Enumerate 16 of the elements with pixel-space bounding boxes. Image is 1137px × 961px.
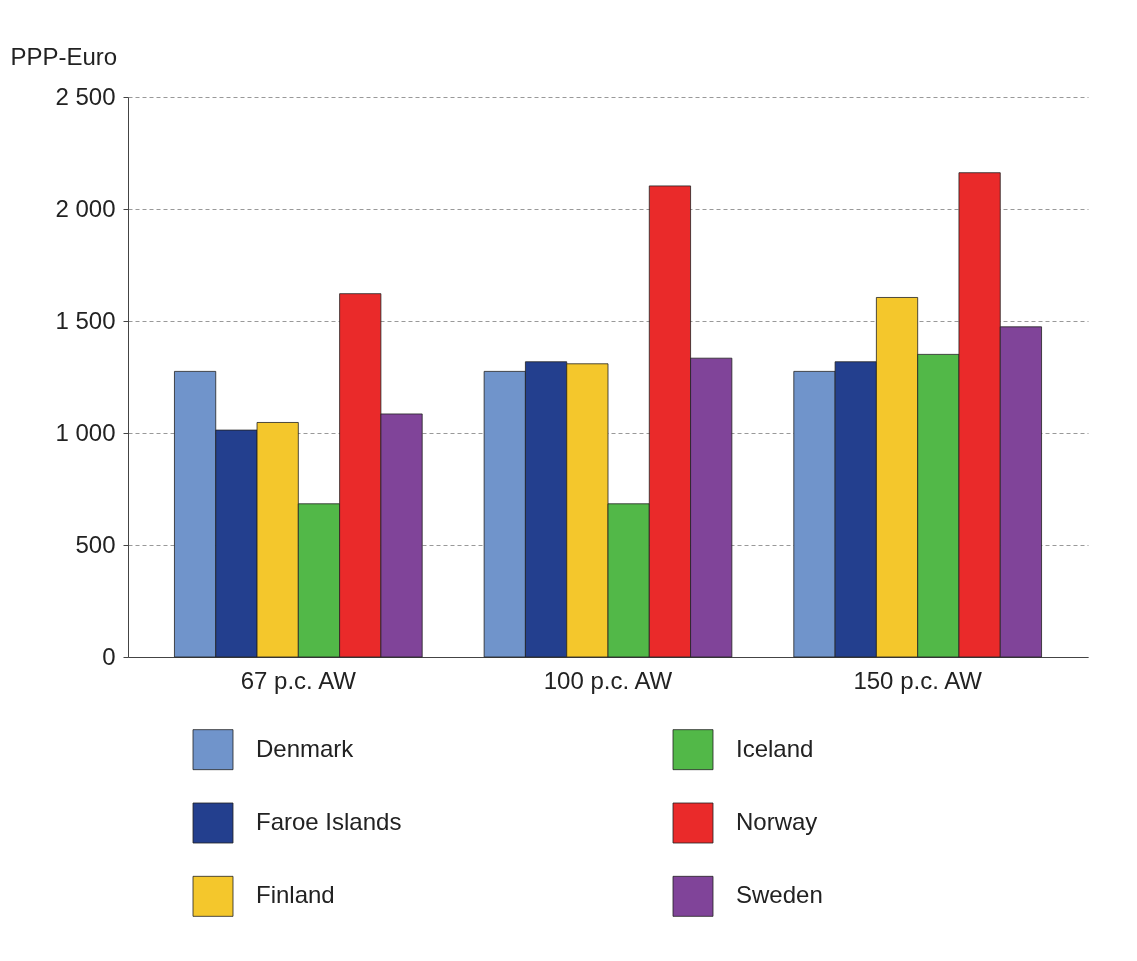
x-tick-label: 100 p.c. AW [543, 666, 673, 694]
y-tick-label: 1 500 [55, 306, 116, 334]
legend-label: Finland [256, 881, 335, 909]
y-tick-label: 0 [102, 642, 116, 670]
legend-label: Iceland [736, 734, 814, 762]
y-tick-label: 2 000 [55, 194, 116, 222]
x-tick-label: 67 p.c. AW [240, 666, 357, 694]
legend-label: Sweden [736, 881, 823, 909]
y-axis-title: PPP-Euro [10, 42, 118, 70]
legend-label: Norway [736, 808, 818, 835]
legend-label: Denmark [256, 734, 355, 762]
y-tick-label: 2 500 [55, 82, 116, 110]
y-tick-label: 500 [75, 530, 116, 558]
legend-label: Faroe Islands [256, 808, 402, 835]
x-tick-label: 150 p.c. AW [853, 666, 983, 694]
y-tick-label: 1 000 [55, 418, 116, 446]
